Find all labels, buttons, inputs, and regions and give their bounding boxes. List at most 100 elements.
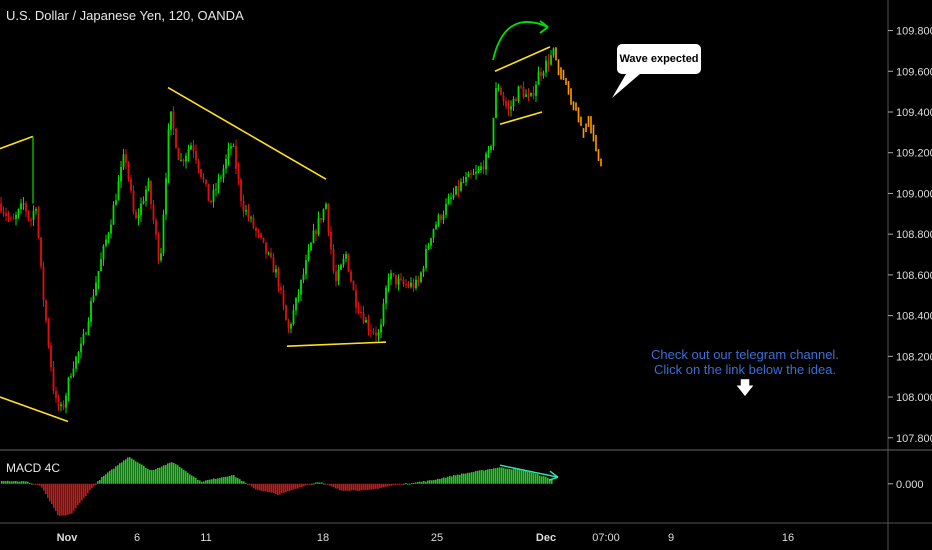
candle-body [470, 173, 472, 175]
macd-bar [425, 481, 427, 484]
macd-bar [245, 482, 247, 484]
telegram-note-line-2: Click on the link below the idea. [653, 362, 837, 377]
macd-bar [37, 483, 39, 485]
macd-bar [75, 483, 77, 509]
y-tick-label: 108.000 [896, 392, 932, 404]
macd-bar [229, 476, 231, 484]
macd-bar [467, 472, 469, 484]
candle-body [0, 203, 2, 212]
candle-body [110, 224, 112, 234]
macd-bar [237, 478, 239, 484]
candle-body [372, 331, 375, 333]
macd-bar [275, 483, 277, 494]
candle-body [387, 279, 390, 288]
macd-bar [279, 483, 281, 495]
candle-body [497, 87, 500, 89]
macd-bar [205, 480, 207, 484]
macd-bar [419, 481, 421, 484]
macd-bar [257, 483, 259, 490]
candle-body [80, 343, 82, 353]
candle-body [447, 198, 450, 204]
macd-bar [17, 481, 19, 484]
candle-body [290, 323, 292, 329]
macd-bar [221, 477, 223, 484]
candle-body [552, 48, 555, 56]
macd-bar [47, 483, 49, 498]
candle-body [450, 197, 452, 199]
macd-bar [259, 483, 261, 491]
macd-bar [199, 480, 201, 484]
macd-bar [267, 483, 269, 492]
macd-bar [251, 483, 253, 487]
macd-bar [157, 467, 159, 484]
macd-bar [415, 482, 417, 484]
macd-bar [457, 474, 459, 484]
macd-bar [521, 470, 523, 484]
macd-indicator-label[interactable]: MACD 4C [6, 461, 61, 475]
macd-bar [43, 483, 45, 491]
x-tick-label: 16 [782, 532, 794, 544]
candle-body [445, 203, 447, 215]
macd-bar [341, 483, 343, 491]
macd-bar [405, 483, 407, 485]
candle-body [375, 332, 377, 336]
candle-body [340, 264, 342, 270]
candle-body [325, 203, 327, 210]
macd-bar [495, 468, 497, 484]
candle-body [535, 84, 537, 96]
candle-body [207, 184, 210, 201]
candle-body [120, 167, 122, 182]
wave-expected-callout[interactable]: Wave expected [617, 44, 701, 74]
candle-body [530, 92, 532, 96]
candle-body [5, 213, 7, 216]
candle-body [180, 159, 182, 161]
macd-bar [507, 468, 509, 484]
candle-body [420, 272, 422, 282]
candle-body [150, 181, 152, 205]
candle-body [480, 166, 482, 171]
macd-bar [391, 483, 393, 486]
macd-bar [297, 483, 299, 489]
candle-body [47, 320, 50, 346]
candle-body [412, 282, 415, 289]
macd-bar [105, 474, 107, 484]
macd-bar [271, 483, 273, 493]
macd-bar [143, 465, 145, 484]
macd-bar [125, 459, 127, 484]
candle-body [302, 274, 305, 281]
candle-body [247, 210, 250, 218]
candle-body [430, 238, 432, 246]
macd-bar [375, 483, 377, 489]
candle-body [162, 214, 165, 254]
macd-bar [347, 483, 349, 491]
candle-body [295, 297, 297, 311]
candle-body [75, 356, 77, 369]
y-tick-label: 108.600 [896, 270, 932, 282]
macd-bar [231, 475, 233, 484]
candle-body [45, 300, 47, 321]
macd-bar [117, 465, 119, 484]
candle-body [85, 333, 87, 335]
macd-bar [181, 468, 183, 484]
candle-body [132, 190, 135, 212]
macd-bar [41, 483, 43, 488]
candle-body [322, 209, 325, 221]
candle-body [367, 319, 370, 331]
candle-body [297, 294, 300, 298]
macd-bar [67, 483, 69, 515]
candle-body [342, 258, 345, 265]
candle-body [67, 377, 70, 396]
candle-body [335, 271, 337, 281]
macd-bar [479, 470, 481, 484]
macd-bar [93, 483, 95, 487]
macd-bar [263, 483, 265, 492]
candle-body [237, 168, 240, 180]
candle-body [352, 281, 355, 291]
candle-body [362, 312, 365, 323]
macd-bar [541, 476, 543, 484]
macd-bar [51, 483, 53, 505]
macd-bar [373, 483, 375, 490]
macd-bar [179, 467, 181, 484]
candle-body [427, 245, 430, 250]
